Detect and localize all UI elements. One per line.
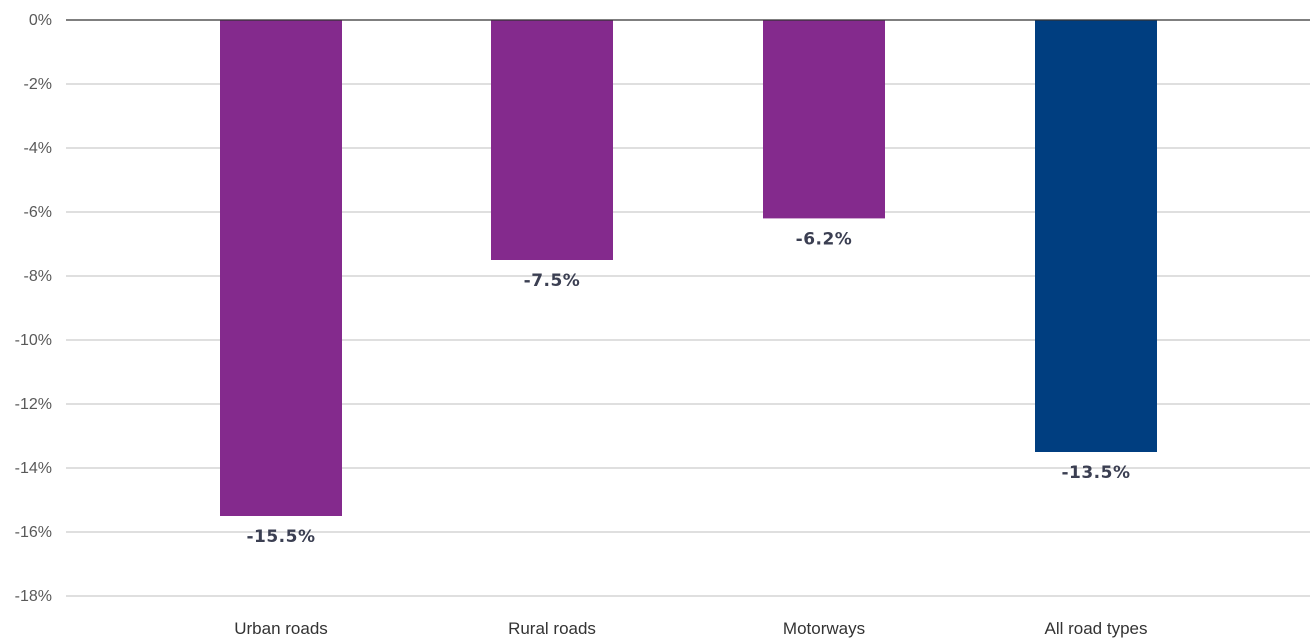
data-label: -15.5% [246,527,315,547]
data-label: -13.5% [1061,463,1130,483]
data-label: -6.2% [796,229,853,249]
y-tick-label: -12% [15,396,52,413]
bar [1035,20,1157,452]
x-category-label: Rural roads [508,619,596,638]
y-tick-label: -10% [15,332,52,349]
bar [491,20,613,260]
bars [220,20,1157,516]
y-axis-tick-labels: 0% -2% -4% -6% -8% -10% -12% -14% -16% -18% [15,12,52,605]
x-category-label: Urban roads [234,619,328,638]
x-category-label: All road types [1045,619,1148,638]
y-tick-label: -14% [15,460,52,477]
bar [763,20,885,219]
y-tick-label: -4% [24,140,52,157]
x-category-label: Motorways [783,619,865,638]
data-label: -7.5% [524,271,581,291]
y-tick-label: -16% [15,524,52,541]
y-tick-label: -8% [24,268,52,285]
y-tick-label: -6% [24,204,52,221]
data-labels: -15.5% -7.5% -6.2% -13.5% [246,229,1130,547]
y-tick-label: -18% [15,588,52,605]
y-tick-label: -2% [24,76,52,93]
bar [220,20,342,516]
x-axis-category-labels: Urban roads Rural roads Motorways All road … [234,619,1147,638]
y-tick-label: 0% [29,12,52,29]
